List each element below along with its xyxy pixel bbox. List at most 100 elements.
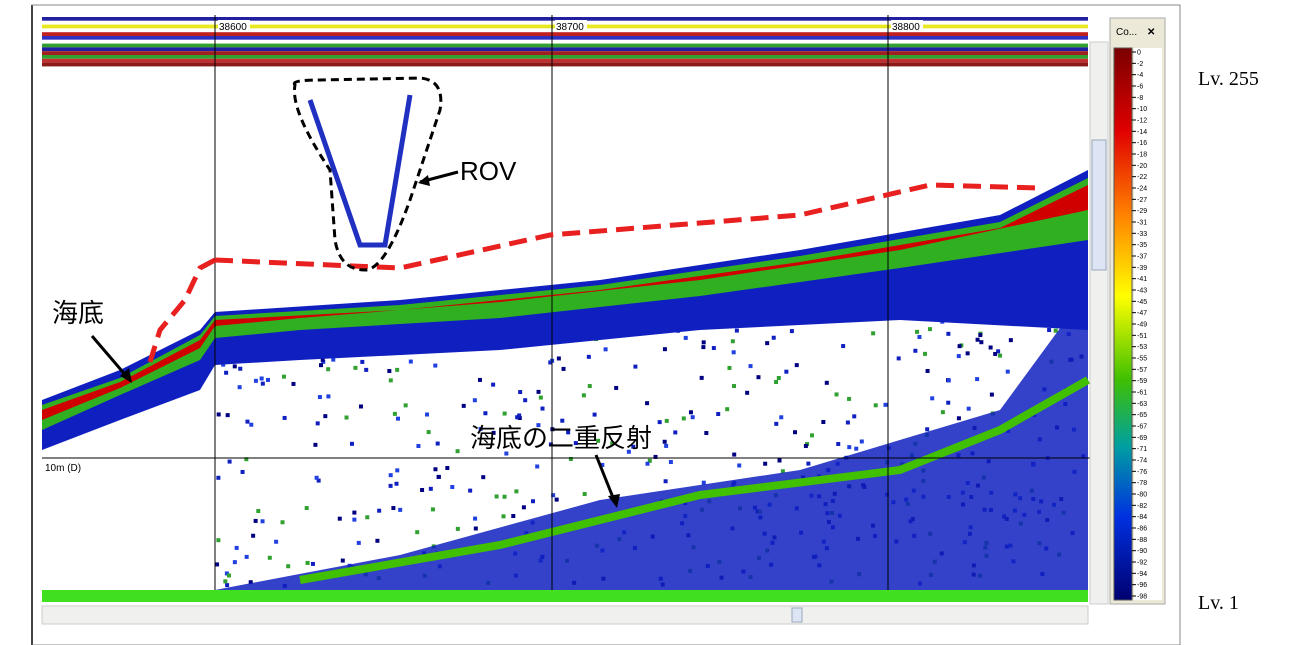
- colorbar-tick-label: -29: [1137, 208, 1147, 215]
- colorbar-tick-label: -71: [1137, 446, 1147, 453]
- echo-dot: [772, 336, 776, 340]
- colorbar-tick-label: -55: [1137, 356, 1147, 363]
- echo-dot: [923, 352, 927, 356]
- echo-dot: [396, 417, 400, 421]
- colorbar-tick-label: -94: [1137, 571, 1147, 578]
- echo-dot: [928, 327, 932, 331]
- strip: [42, 51, 1088, 55]
- colorbar-tick-label: -80: [1137, 492, 1147, 499]
- echo-dot: [756, 375, 760, 379]
- scroll-thumb[interactable]: [792, 608, 802, 622]
- echo-dot: [684, 336, 688, 340]
- echo-dot: [663, 347, 667, 351]
- echo-dot: [1006, 370, 1010, 374]
- colorbar-tick-label: -88: [1137, 537, 1147, 544]
- echo-dot: [491, 383, 495, 387]
- echo-dot: [445, 466, 449, 470]
- echo-dot: [777, 458, 781, 462]
- echo-dot: [682, 416, 686, 420]
- echo-dot: [731, 339, 735, 343]
- echo-dot: [774, 422, 778, 426]
- echo-dot: [522, 505, 526, 509]
- strip: [42, 55, 1088, 59]
- level-label: Lv. 255: [1198, 68, 1259, 90]
- echo-dot: [436, 442, 440, 446]
- echo-dot: [704, 431, 708, 435]
- echo-dot: [737, 463, 741, 467]
- echo-dot: [503, 412, 507, 416]
- echo-dot: [364, 368, 368, 372]
- echo-dot: [393, 412, 397, 416]
- echo-dot: [468, 489, 472, 493]
- echo-dot: [979, 340, 983, 344]
- echo-dot: [291, 382, 295, 386]
- echo-dot: [852, 414, 856, 418]
- echo-dot: [235, 546, 239, 550]
- scroll-thumb[interactable]: [1092, 140, 1106, 270]
- colorbar-tick-label: -8: [1137, 95, 1143, 102]
- echo-dot: [478, 378, 482, 382]
- echo-dot: [241, 470, 245, 474]
- echo-dot: [389, 473, 393, 477]
- colorbar-tick-label: -12: [1137, 118, 1147, 125]
- echo-dot: [946, 332, 950, 336]
- echo-dot: [350, 442, 354, 446]
- echo-dot: [658, 420, 662, 424]
- colorbar-tick-label: -86: [1137, 526, 1147, 533]
- close-button[interactable]: ✕: [1147, 27, 1155, 38]
- echo-dot: [215, 562, 219, 566]
- echo-dot: [462, 404, 466, 408]
- colorbar-tick-label: -39: [1137, 265, 1147, 272]
- echo-dot: [702, 340, 706, 344]
- colorbar-tick-label: -63: [1137, 401, 1147, 408]
- echo-dot: [282, 375, 286, 379]
- echo-dot: [306, 561, 310, 565]
- echo-dot: [233, 364, 237, 368]
- echo-dot: [391, 506, 395, 510]
- echo-dot: [702, 481, 706, 485]
- h-scrollbar[interactable]: [42, 606, 1088, 624]
- colorbar-tick-label: -27: [1137, 197, 1147, 204]
- echo-dot: [633, 365, 637, 369]
- echo-dot: [587, 355, 591, 359]
- echo-dot: [341, 559, 345, 563]
- echo-dot: [745, 391, 749, 395]
- colorbar-tick-label: -53: [1137, 344, 1147, 351]
- echo-dot: [779, 415, 783, 419]
- echo-dot: [233, 560, 237, 564]
- echo-dot: [394, 482, 398, 486]
- echo-dot: [437, 475, 441, 479]
- echo-dot: [531, 499, 535, 503]
- ping-label: 38700: [556, 22, 584, 33]
- echo-dot: [473, 517, 477, 521]
- colorbar-tick-label: -35: [1137, 242, 1147, 249]
- ruler: [42, 590, 1088, 602]
- echo-dot: [588, 384, 592, 388]
- echo-dot: [871, 331, 875, 335]
- echo-dot: [669, 460, 673, 464]
- echo-dot: [663, 440, 667, 444]
- echo-dot: [274, 540, 278, 544]
- echo-dot: [917, 335, 921, 339]
- echo-dot: [749, 364, 753, 368]
- echo-dot: [700, 376, 704, 380]
- colorbar-tick-label: -4: [1137, 72, 1143, 79]
- colorbar-tick-label: -76: [1137, 469, 1147, 476]
- echo-dot: [1054, 329, 1058, 333]
- echo-dot: [251, 534, 255, 538]
- echo-dot: [810, 433, 814, 437]
- echo-dot: [966, 351, 970, 355]
- echo-dot: [261, 519, 265, 523]
- v-scrollbar[interactable]: [1090, 42, 1108, 604]
- colorbar-tick-label: -31: [1137, 220, 1147, 227]
- colorbar-tick-label: -57: [1137, 367, 1147, 374]
- echo-dot: [315, 476, 319, 480]
- echo-dot: [941, 410, 945, 414]
- echo-dot: [395, 468, 399, 472]
- level-label: Lv. 1: [1198, 592, 1239, 614]
- echo-dot: [456, 449, 460, 453]
- echo-dot: [664, 444, 668, 448]
- echo-dot: [514, 489, 518, 493]
- echo-dot: [518, 390, 522, 394]
- echo-dot: [433, 364, 437, 368]
